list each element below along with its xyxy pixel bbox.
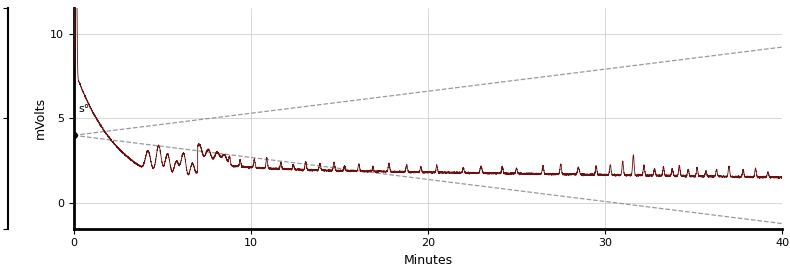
X-axis label: Minutes: Minutes (404, 254, 453, 267)
Text: s°: s° (78, 104, 89, 114)
Y-axis label: mVolts: mVolts (34, 97, 47, 139)
